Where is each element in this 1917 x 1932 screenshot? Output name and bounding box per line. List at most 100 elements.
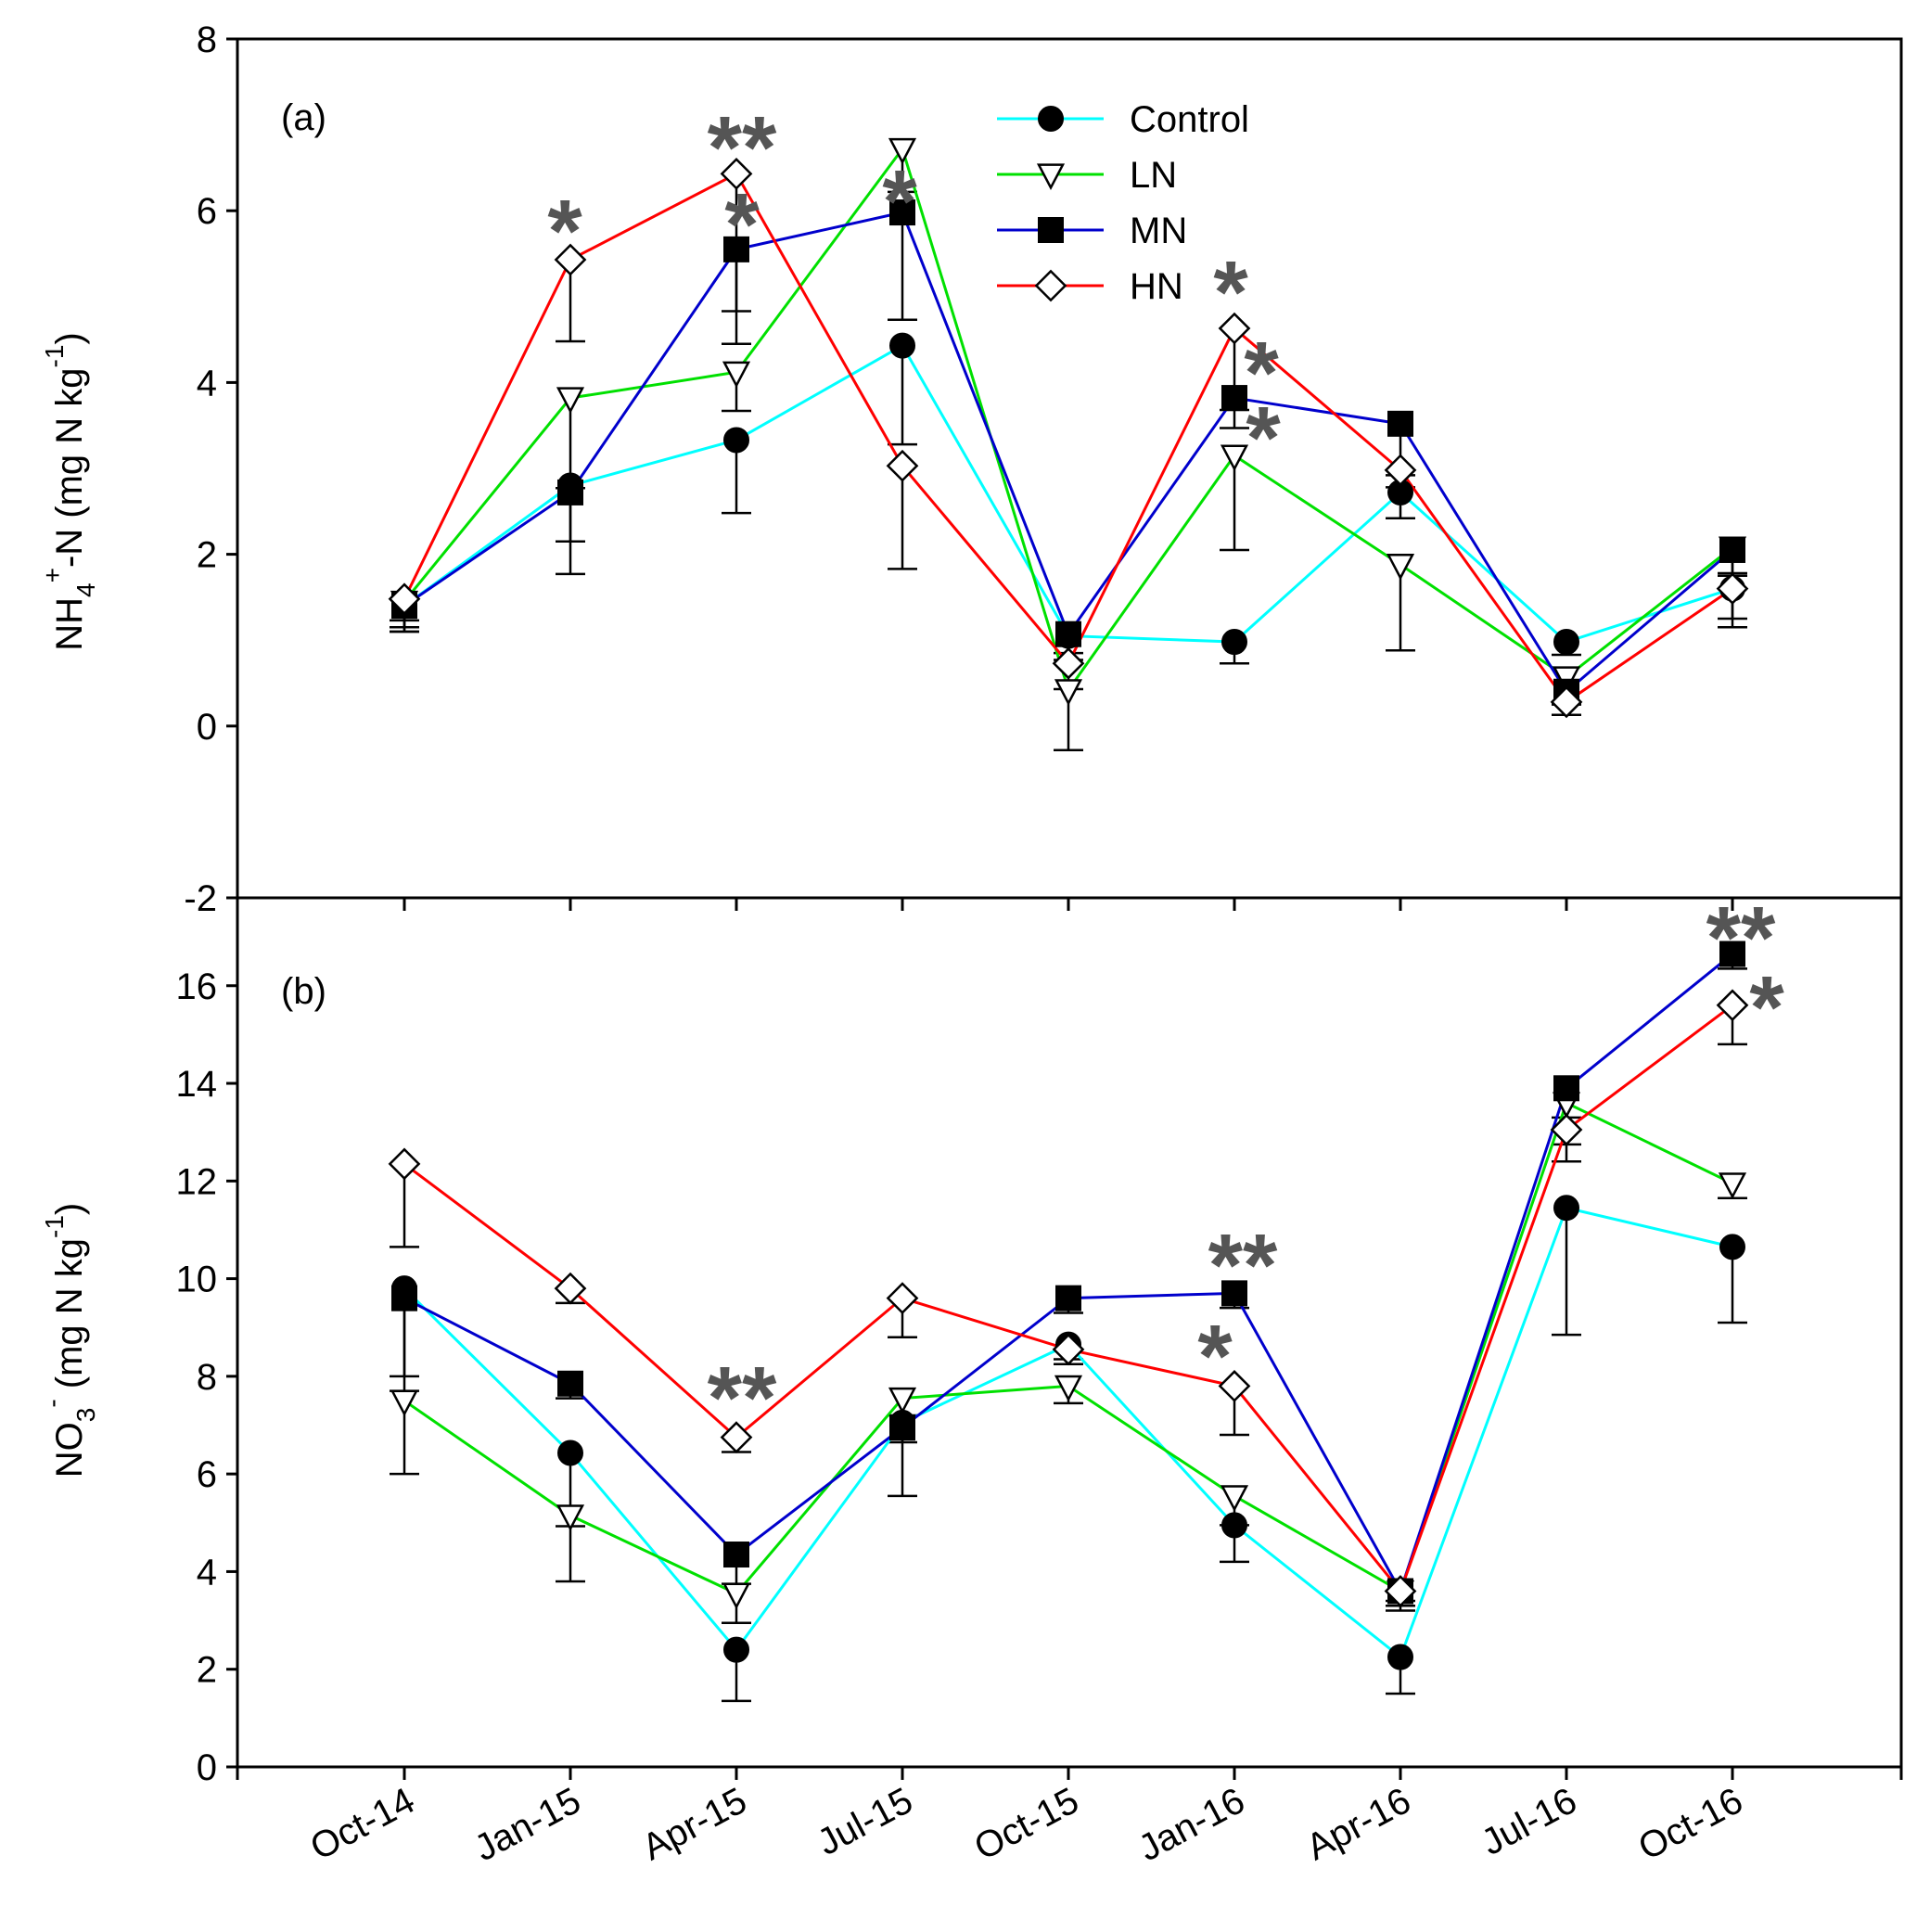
point-Control-8 bbox=[1719, 1234, 1745, 1260]
point-Control-3 bbox=[889, 332, 915, 359]
x-tick-label-0: Oct-14 bbox=[304, 1780, 422, 1868]
legend-label-LN: LN bbox=[1130, 155, 1177, 196]
legend: Control LN MN HN bbox=[997, 99, 1249, 307]
point-HN-4 bbox=[1052, 646, 1085, 680]
point-LN-3 bbox=[888, 137, 917, 165]
x-tick-label-5: Jan-16 bbox=[1132, 1780, 1252, 1869]
point-LN-5 bbox=[1220, 444, 1249, 472]
point-HN-2 bbox=[720, 1421, 753, 1454]
point-MN-3 bbox=[889, 199, 915, 226]
x-tick-label-1: Jan-15 bbox=[468, 1780, 588, 1869]
point-HN-0 bbox=[388, 1147, 421, 1181]
point-MN-2 bbox=[723, 236, 749, 262]
significance-star-1-1: ** bbox=[1208, 1216, 1278, 1315]
y-tick-label-b-7: 14 bbox=[176, 1064, 218, 1105]
point-LN-4 bbox=[1054, 1375, 1083, 1402]
series-line-MN bbox=[403, 953, 1733, 1595]
legend-marker-MN bbox=[1038, 217, 1064, 243]
significance-star-0-1: ** bbox=[708, 98, 777, 198]
point-MN-6 bbox=[1387, 410, 1413, 437]
point-LN-2 bbox=[722, 1582, 751, 1610]
significance-star-1-4: * bbox=[1749, 958, 1784, 1057]
point-LN-6 bbox=[1386, 554, 1415, 581]
point-HN-3 bbox=[886, 449, 919, 482]
point-HN-4 bbox=[1052, 1333, 1085, 1366]
significance-star-0-2: * bbox=[724, 175, 760, 275]
point-HN-0 bbox=[388, 582, 421, 616]
point-MN-4 bbox=[1055, 621, 1081, 647]
point-HN-2 bbox=[720, 158, 753, 190]
point-MN-0 bbox=[391, 1285, 417, 1311]
point-LN-3 bbox=[888, 1387, 917, 1414]
point-MN-2 bbox=[723, 1542, 749, 1568]
point-LN-0 bbox=[390, 1389, 419, 1417]
legend-label-Control: Control bbox=[1130, 99, 1249, 140]
y-tick-label-b-3: 6 bbox=[197, 1454, 217, 1495]
point-HN-8 bbox=[1716, 989, 1749, 1022]
point-MN-1 bbox=[557, 479, 583, 505]
panel-b-label: (b) bbox=[281, 971, 326, 1012]
legend-marker-HN bbox=[1034, 269, 1067, 302]
point-LN-2 bbox=[722, 361, 751, 389]
panel-b-plot bbox=[388, 940, 1749, 1703]
significance-star-0-3: * bbox=[882, 152, 917, 251]
x-tick-label-4: Oct-15 bbox=[968, 1780, 1086, 1868]
point-HN-7 bbox=[1550, 1113, 1583, 1146]
point-HN-1 bbox=[554, 1272, 587, 1305]
point-MN-8 bbox=[1719, 940, 1745, 967]
y-tick-label-a-3: 4 bbox=[197, 363, 217, 403]
panel-a-plot bbox=[388, 137, 1749, 751]
panel-a-y-axis: -2 0 2 4 6 8 bbox=[184, 19, 237, 919]
series-line-Control bbox=[403, 1206, 1733, 1660]
point-HN-5 bbox=[1218, 312, 1251, 345]
legend-marker-LN bbox=[1036, 163, 1066, 190]
point-Control-1 bbox=[557, 1439, 583, 1466]
point-Control-2 bbox=[723, 1636, 749, 1663]
point-Control-7 bbox=[1553, 1195, 1579, 1222]
panel-a-frame bbox=[236, 37, 1903, 900]
significance-markers: **** ************ bbox=[547, 98, 1784, 1448]
point-HN-8 bbox=[1716, 572, 1749, 606]
point-Control-7 bbox=[1553, 629, 1579, 656]
point-HN-6 bbox=[1384, 454, 1417, 487]
panel-b-y-axis: 0 2 4 6 8 10 12 14 16 bbox=[176, 966, 237, 1788]
point-Control-5 bbox=[1221, 629, 1247, 656]
significance-star-1-3: ** bbox=[1706, 889, 1776, 988]
y-tick-label-b-8: 16 bbox=[176, 966, 218, 1007]
panel-b-y-axis-title: NO3- (mg N kg-1) bbox=[38, 1203, 100, 1478]
point-HN-6 bbox=[1384, 1575, 1417, 1607]
x-tick-label-6: Apr-16 bbox=[1300, 1780, 1418, 1868]
x-tick-label-8: Oct-16 bbox=[1632, 1780, 1750, 1868]
legend-label-HN: HN bbox=[1130, 266, 1183, 307]
significance-star-1-0: ** bbox=[708, 1349, 777, 1448]
x-tick-label-7: Jul-16 bbox=[1475, 1780, 1583, 1863]
x-tick-label-3: Jul-15 bbox=[811, 1780, 919, 1863]
panel-a-y-axis-title: NH4+-N (mg N kg-1) bbox=[38, 332, 100, 651]
series-line-Control bbox=[403, 343, 1733, 644]
point-HN-7 bbox=[1550, 685, 1583, 719]
y-tick-label-a-0: -2 bbox=[184, 878, 217, 919]
point-LN-5 bbox=[1220, 1485, 1249, 1512]
point-LN-1 bbox=[556, 1504, 585, 1531]
y-tick-label-b-0: 0 bbox=[197, 1747, 217, 1788]
legend-label-MN: MN bbox=[1130, 211, 1187, 251]
significance-star-0-0: * bbox=[547, 182, 582, 281]
point-HN-3 bbox=[886, 1282, 919, 1315]
panel-a-border bbox=[236, 37, 1903, 900]
y-tick-label-a-5: 8 bbox=[197, 19, 217, 60]
point-LN-4 bbox=[1054, 679, 1083, 706]
point-Control-5 bbox=[1221, 1512, 1247, 1539]
panel-a-label: (a) bbox=[281, 97, 326, 138]
legend-marker-Control bbox=[1038, 106, 1064, 132]
significance-star-1-2: * bbox=[1197, 1307, 1233, 1406]
point-HN-5 bbox=[1218, 1370, 1251, 1402]
y-tick-label-b-2: 4 bbox=[197, 1552, 217, 1593]
y-tick-label-b-1: 2 bbox=[197, 1650, 217, 1691]
y-tick-label-b-6: 12 bbox=[176, 1161, 218, 1202]
point-MN-4 bbox=[1055, 1285, 1081, 1311]
point-MN-5 bbox=[1221, 1280, 1247, 1307]
y-tick-label-a-4: 6 bbox=[197, 191, 217, 232]
significance-star-0-5: * bbox=[1244, 324, 1279, 423]
point-MN-5 bbox=[1221, 385, 1247, 412]
